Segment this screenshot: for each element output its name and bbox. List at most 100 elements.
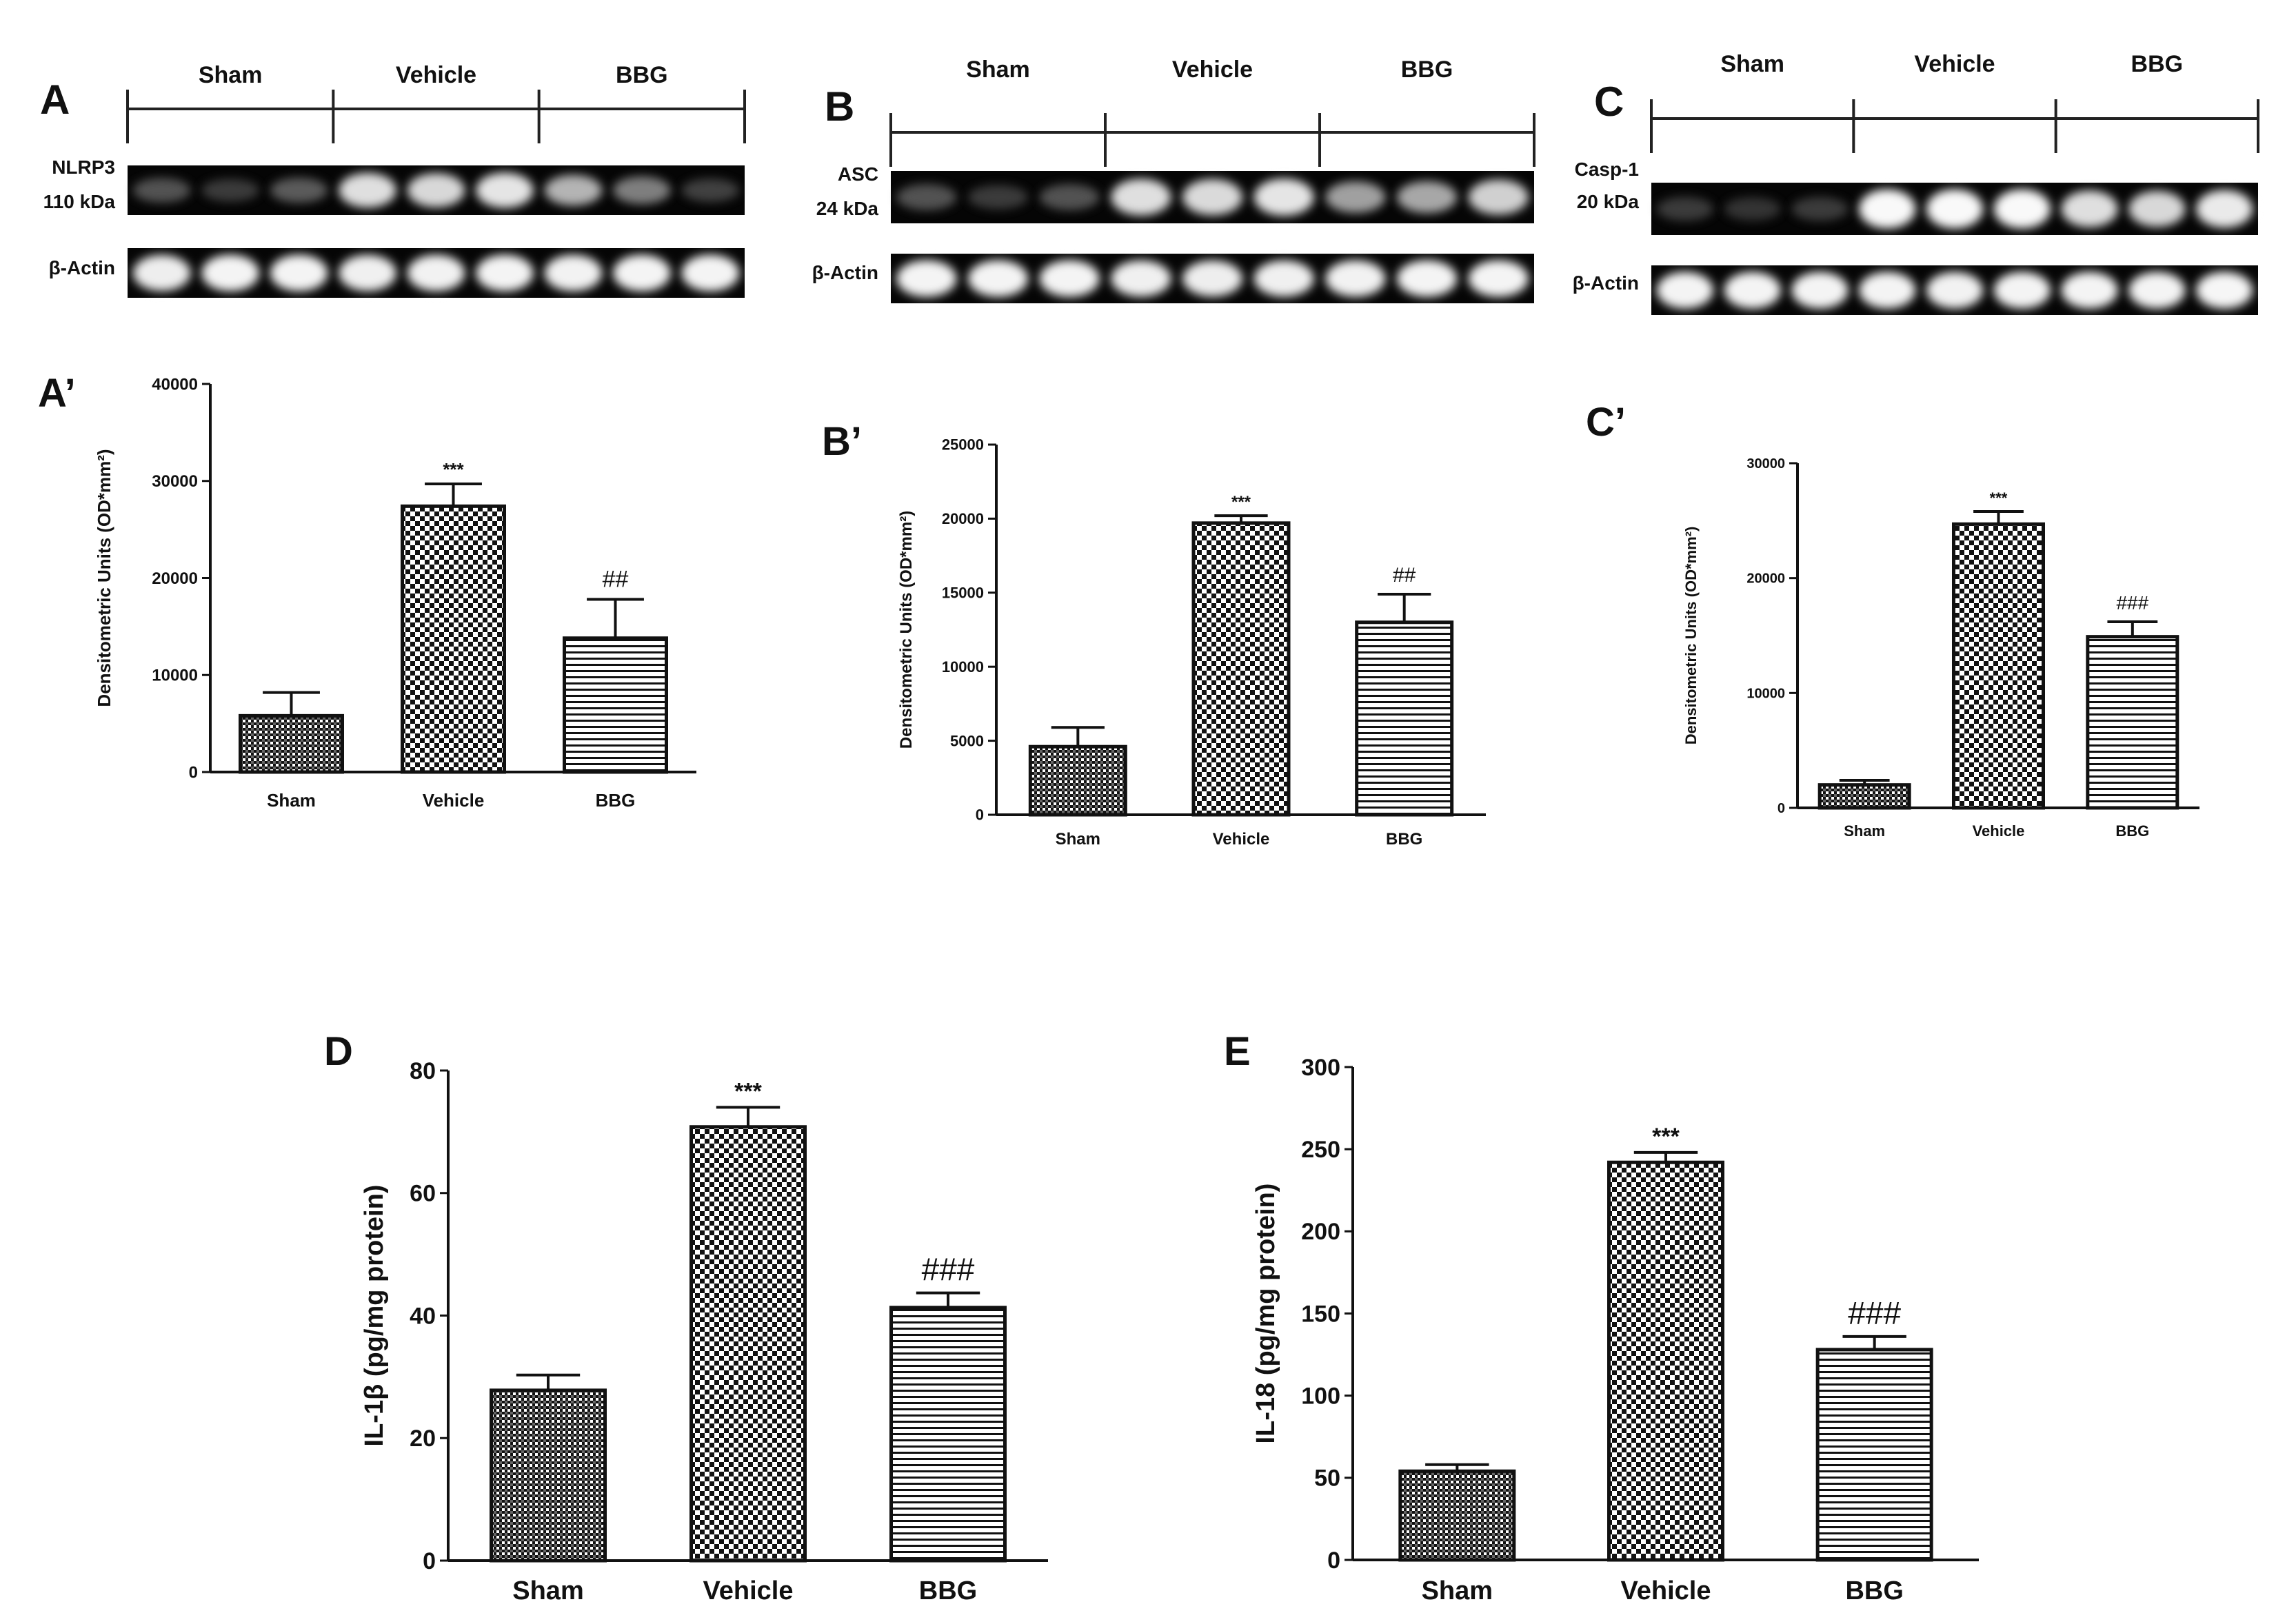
y-tick-label: 20000 — [1746, 571, 1785, 587]
bar-bbg — [1355, 620, 1454, 817]
significance-label: ## — [1393, 564, 1416, 587]
blot-band — [2128, 272, 2186, 309]
blot-band — [2196, 190, 2253, 228]
group-label: BBG — [1401, 57, 1453, 83]
group-label: Vehicle — [396, 62, 476, 88]
x-category-label: BBG — [919, 1576, 977, 1605]
blot-band — [1993, 272, 2051, 309]
y-tick-label: 150 — [1301, 1301, 1340, 1327]
chart-panel-3: D 0 20 40 60 80 IL-1β (pg/mg protein) Sham *** Ve… — [324, 1029, 1048, 1605]
y-tick-label: 0 — [1778, 801, 1785, 816]
x-category-label: Vehicle — [703, 1576, 794, 1605]
panel-letter: C’ — [1586, 400, 1626, 445]
y-tick-label: 300 — [1301, 1055, 1340, 1081]
x-category-label: Sham — [1056, 830, 1100, 849]
x-category-label: Sham — [1422, 1576, 1493, 1605]
blot-band — [2061, 190, 2118, 227]
blot-row: β-Actin — [812, 254, 1534, 303]
significance-label: *** — [443, 459, 464, 480]
bar-vehicle — [401, 504, 506, 774]
blot-band — [339, 172, 396, 208]
y-tick-label: 0 — [1327, 1548, 1340, 1574]
x-category-label: Vehicle — [423, 790, 485, 811]
x-category-label: Sham — [267, 790, 316, 811]
x-category-label: Vehicle — [1973, 822, 2025, 840]
blot-band — [1039, 260, 1100, 297]
y-tick-label: 20 — [410, 1426, 436, 1452]
y-tick-label: 5000 — [950, 732, 984, 749]
x-category-label: BBG — [1845, 1576, 1903, 1605]
chart-panel-2: C’ 0 10000 20000 30000 Densitometric Units (O… — [1586, 400, 2199, 840]
bar-bbg — [889, 1306, 1007, 1563]
y-axis-label: Densitometric Units (OD*mm²) — [897, 511, 916, 749]
blot-row-label: ASC — [838, 163, 878, 185]
y-tick-label: 20000 — [942, 510, 984, 527]
group-label: Sham — [199, 62, 263, 88]
blot-band — [1724, 196, 1781, 221]
blot-band — [1724, 272, 1781, 309]
bar-sham — [239, 713, 344, 774]
y-tick-label: 20000 — [152, 569, 198, 588]
blot-band — [407, 254, 465, 292]
significance-label: *** — [1990, 489, 2008, 507]
x-category-label: Vehicle — [1213, 830, 1270, 849]
blot-band — [1468, 179, 1529, 215]
blot-band — [896, 260, 957, 297]
x-category-label: Sham — [1844, 822, 1885, 840]
panel-letter: A — [40, 77, 70, 123]
bar-vehicle — [689, 1125, 807, 1563]
group-label: Vehicle — [1914, 51, 1995, 77]
y-tick-label: 40000 — [152, 375, 198, 394]
chart-panel-4: E 0 50 100 150 200 250 300 IL-18 (pg/mg protein)… — [1224, 1029, 1979, 1605]
blot-band — [476, 254, 534, 292]
blot-band — [544, 254, 603, 292]
y-axis-label: Densitometric Units (OD*mm²) — [94, 449, 114, 707]
blot-band — [1111, 179, 1171, 216]
blot-band — [1253, 178, 1314, 216]
blot-band — [1859, 189, 1916, 229]
y-tick-label: 100 — [1301, 1383, 1340, 1410]
blot-band — [1396, 260, 1458, 297]
y-tick-label: 40 — [410, 1303, 436, 1329]
blot-band — [1656, 272, 1713, 309]
blot-band — [1325, 181, 1386, 213]
blot-row: NLRP3 110 kDa — [43, 156, 745, 215]
significance-label: ### — [2116, 592, 2148, 613]
x-category-label: Sham — [512, 1576, 583, 1605]
blot-band — [1111, 260, 1171, 297]
y-tick-label: 0 — [189, 763, 198, 782]
blot-band — [1859, 272, 1916, 309]
x-category-label: BBG — [596, 790, 636, 811]
x-category-label: Vehicle — [1621, 1576, 1711, 1605]
blot-band — [1253, 260, 1314, 297]
blot-panel-B: B Sham Vehicle BBG ASC 24 kDa β-Actin — [812, 57, 1535, 303]
blot-band — [201, 254, 259, 292]
blot-row: ASC 24 kDa — [816, 163, 1534, 223]
blot-row: β-Actin — [1573, 265, 2258, 315]
group-label: BBG — [2131, 51, 2184, 77]
y-axis-label: IL-1β (pg/mg protein) — [360, 1185, 389, 1447]
blot-band — [1993, 189, 2051, 229]
blot-band — [270, 177, 328, 203]
significance-label: *** — [1652, 1124, 1680, 1150]
blot-band — [1182, 179, 1243, 216]
bar-vehicle — [1952, 522, 2045, 810]
blot-band — [339, 254, 396, 292]
blot-row: Casp-1 20 kDa — [1575, 159, 2258, 235]
significance-label: ### — [1848, 1295, 1901, 1331]
blot-band — [1468, 260, 1529, 297]
blot-panel-A: A Sham Vehicle BBG NLRP3 110 kDa β-Actin — [40, 62, 746, 298]
blot-band — [613, 254, 671, 292]
bar-bbg — [2086, 635, 2179, 810]
blot-band — [2128, 190, 2186, 227]
group-label: BBG — [616, 62, 668, 88]
blot-band — [896, 184, 957, 210]
blot-band — [1791, 196, 1849, 221]
blot-band — [1325, 260, 1386, 297]
bar-vehicle — [1607, 1160, 1724, 1562]
panel-letter: A’ — [38, 371, 76, 416]
blot-band — [613, 176, 671, 205]
blot-band — [2196, 272, 2253, 309]
